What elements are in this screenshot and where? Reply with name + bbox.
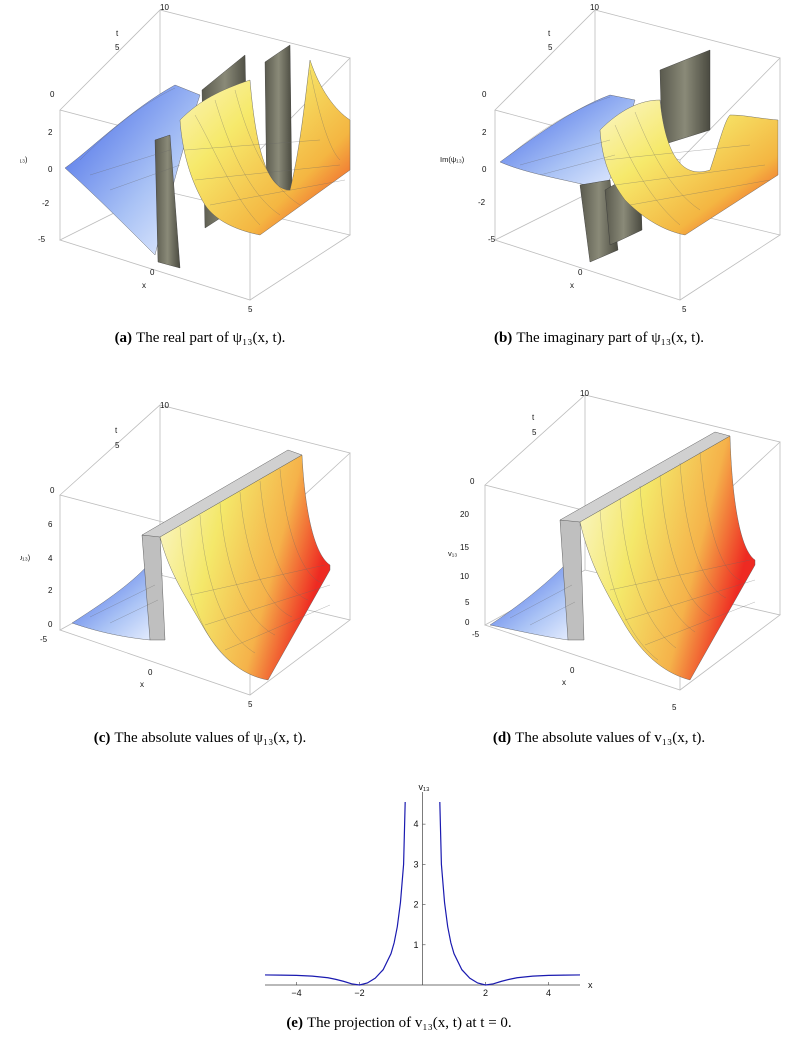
x-tick-a-5: 5 <box>248 305 253 314</box>
series-line-e-1 <box>439 801 581 986</box>
t-tick-a-10: 10 <box>160 3 169 12</box>
panel-d: 10 t 5 0 20 15 10 5 0 v₁₃ -5 0 x 5 <box>410 380 790 725</box>
t-label-b: t <box>548 29 551 38</box>
x-tick-c-5: 5 <box>248 700 253 709</box>
y-tick-label-e: 2 <box>413 900 418 910</box>
z-tick-a-m2: -2 <box>42 199 50 208</box>
x-tick-d-m5: -5 <box>472 630 480 639</box>
x-tick-d-5: 5 <box>672 703 677 712</box>
x-tick-b-m5: -5 <box>488 235 496 244</box>
z-label-d: v₁₃ <box>448 549 457 558</box>
z-tick-c-2: 2 <box>48 586 53 595</box>
z-label-c: Im(ψ₁₃) <box>20 553 31 562</box>
x-tick-label-e: −2 <box>354 988 364 998</box>
x-tick-a-m5: -5 <box>38 235 46 244</box>
panel-e: −4 −2 2 4 1 2 3 4 x v₁₃ <box>240 780 610 1005</box>
y-tick-label-e: 1 <box>413 940 418 950</box>
z-tick-c-4: 4 <box>48 554 53 563</box>
t-tick-c-10: 10 <box>160 401 169 410</box>
z-label-a: Re(ψ₁₃) <box>20 155 28 164</box>
z-tick-d-0: 0 <box>465 618 470 627</box>
z-tick-a-2: 2 <box>48 128 53 137</box>
y-tick-label-e: 4 <box>413 819 418 829</box>
z-tick-b-2: 2 <box>482 128 487 137</box>
z-tick-d-15: 15 <box>460 543 469 552</box>
t-tick-c-5: 5 <box>115 441 120 450</box>
panel-c: 10 t 5 0 6 4 2 0 Im(ψ₁₃) -5 0 x 5 <box>20 395 390 725</box>
y-axis-label-e: v₁₃ <box>419 782 431 792</box>
t-tick-a-0: 0 <box>50 90 55 99</box>
x-tick-label-e: 4 <box>546 988 551 998</box>
t-tick-a-5: 5 <box>115 43 120 52</box>
x-tick-a-0: 0 <box>150 268 155 277</box>
x-tick-label-e: 2 <box>483 988 488 998</box>
x-label-b: x <box>570 281 574 290</box>
caption-d: (d) The absolute values of v₁₃(x, t). <box>492 730 706 746</box>
panel-b: 10 t 5 0 2 0 -2 Im(ψ₁₃) -5 0 x 5 <box>410 0 790 320</box>
t-tick-d-10: 10 <box>580 389 589 398</box>
x-tick-c-0: 0 <box>148 668 153 677</box>
z-tick-d-10: 10 <box>460 572 469 581</box>
series-line-e-0 <box>264 801 406 986</box>
z-tick-c-6: 6 <box>48 520 53 529</box>
y-tick-label-e: 3 <box>413 859 418 869</box>
caption-b: (b) The imaginary part of ψ₁₃(x, t). <box>493 330 705 346</box>
x-tick-b-0: 0 <box>578 268 583 277</box>
x-label-c: x <box>140 680 144 689</box>
z-tick-d-5: 5 <box>465 598 470 607</box>
line-plot-e: −4 −2 2 4 1 2 3 4 x v₁₃ <box>264 782 593 998</box>
t-tick-d-5: 5 <box>532 428 537 437</box>
caption-c: (c) The absolute values of ψ₁₃(x, t). <box>93 730 307 746</box>
x-tick-b-5: 5 <box>682 305 687 314</box>
t-label-a: t <box>116 29 119 38</box>
t-tick-d-0: 0 <box>470 477 475 486</box>
x-tick-d-0: 0 <box>570 666 575 675</box>
x-axis-label-e: x <box>588 980 593 990</box>
t-label-d: t <box>532 413 535 422</box>
z-tick-b-m2: -2 <box>478 198 486 207</box>
surface-plot-b: 10 t 5 0 2 0 -2 Im(ψ₁₃) -5 0 x 5 <box>440 3 781 314</box>
panel-a: 10 5 t 0 2 0 -2 Re(ψ₁₃) -5 0 x 5 <box>20 0 390 320</box>
x-label-d: x <box>562 678 566 687</box>
t-tick-b-0: 0 <box>482 90 487 99</box>
caption-a: (a) The real part of ψ₁₃(x, t). <box>114 330 286 346</box>
x-tick-c-m5: -5 <box>40 635 48 644</box>
x-label-a: x <box>142 281 146 290</box>
z-tick-a-0: 0 <box>48 165 53 174</box>
t-label-c: t <box>115 426 118 435</box>
x-tick-label-e: −4 <box>291 988 301 998</box>
z-tick-d-20: 20 <box>460 510 469 519</box>
t-tick-b-5: 5 <box>548 43 553 52</box>
surface-plot-c: 10 t 5 0 6 4 2 0 Im(ψ₁₃) -5 0 x 5 <box>20 401 351 709</box>
t-tick-b-10: 10 <box>590 3 599 12</box>
z-tick-c-0: 0 <box>48 620 53 629</box>
surface-plot-d: 10 t 5 0 20 15 10 5 0 v₁₃ -5 0 x 5 <box>448 389 781 712</box>
t-tick-c-0: 0 <box>50 486 55 495</box>
surface-plot-a: 10 5 t 0 2 0 -2 Re(ψ₁₃) -5 0 x 5 <box>20 3 352 314</box>
z-tick-b-0: 0 <box>482 165 487 174</box>
z-label-b: Im(ψ₁₃) <box>440 155 465 164</box>
caption-e: (e) The projection of v₁₃(x, t) at t = 0. <box>286 1015 512 1031</box>
